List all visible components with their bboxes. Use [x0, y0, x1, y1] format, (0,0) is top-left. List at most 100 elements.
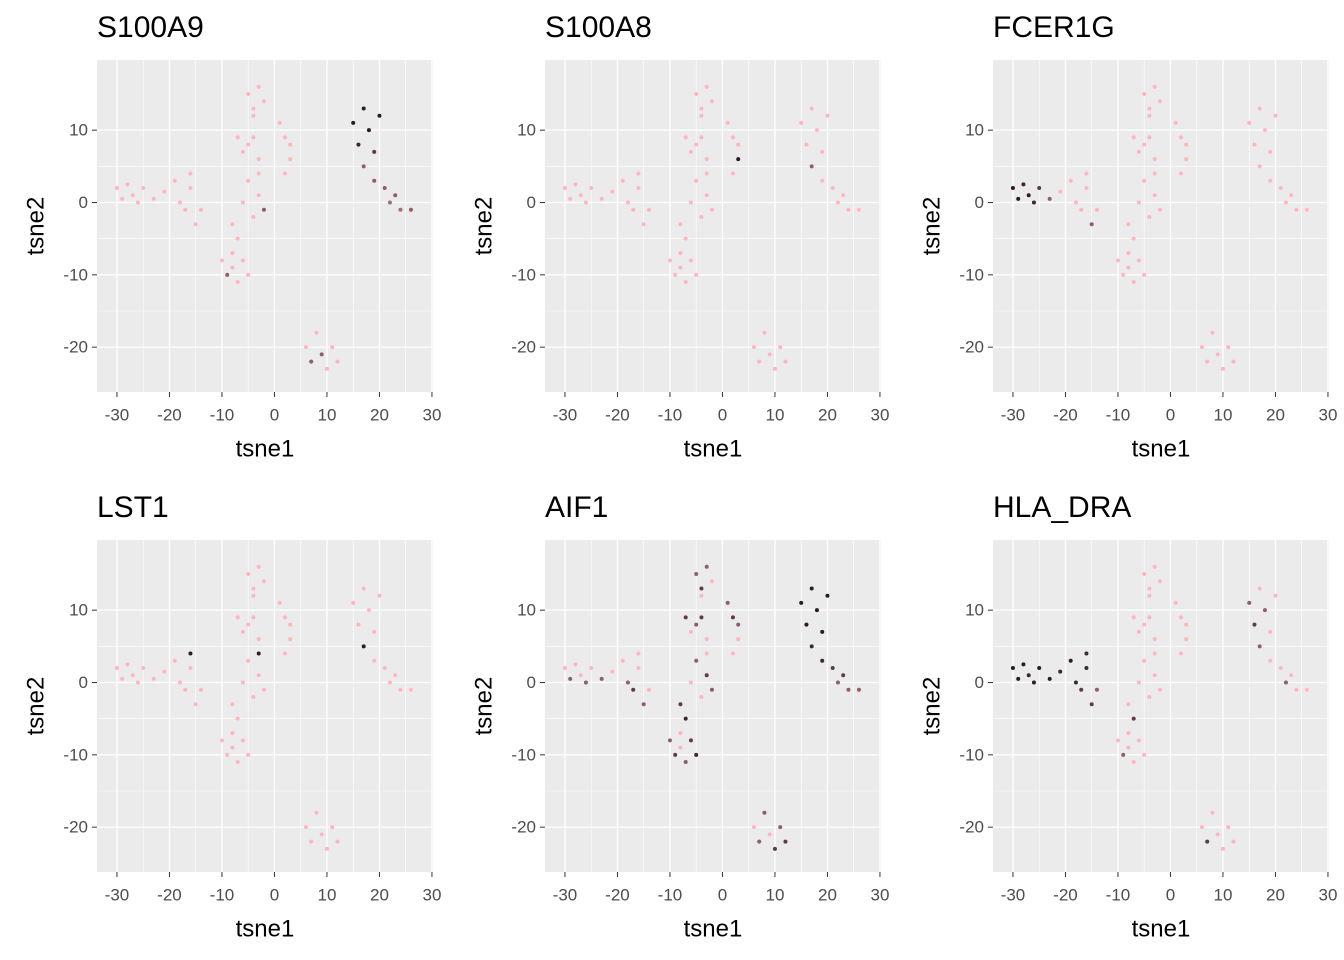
- point: [1173, 120, 1178, 125]
- y-tick-label: 0: [527, 673, 536, 692]
- point: [288, 622, 293, 627]
- point: [356, 142, 361, 147]
- point: [1289, 193, 1294, 198]
- point: [683, 236, 688, 241]
- point: [1147, 214, 1152, 219]
- point: [1016, 196, 1021, 201]
- point: [1026, 193, 1031, 198]
- point: [820, 178, 825, 183]
- point: [398, 687, 403, 692]
- point: [151, 196, 156, 201]
- point: [704, 637, 709, 642]
- point: [636, 186, 641, 191]
- y-axis-label: tsne2: [918, 677, 945, 736]
- point: [366, 608, 371, 613]
- x-axis-label: tsne1: [684, 915, 743, 942]
- y-tick-label: -10: [959, 745, 984, 764]
- point: [1273, 593, 1278, 598]
- point: [1026, 673, 1031, 678]
- point: [261, 687, 266, 692]
- point: [177, 680, 182, 685]
- x-tick-label: -30: [1001, 405, 1026, 424]
- point: [251, 135, 256, 140]
- point: [699, 586, 704, 591]
- point: [1021, 182, 1026, 187]
- point: [172, 178, 177, 183]
- point: [1178, 135, 1183, 140]
- x-axis-label: tsne1: [236, 435, 295, 462]
- point: [1262, 608, 1267, 613]
- point: [825, 593, 830, 598]
- point: [230, 731, 235, 736]
- point: [235, 236, 240, 241]
- point: [804, 142, 809, 147]
- point: [1178, 651, 1183, 656]
- point: [114, 186, 119, 191]
- x-tick-label: 0: [270, 885, 279, 904]
- plot-background: [993, 540, 1329, 872]
- chart-title: LST1: [97, 491, 169, 524]
- point: [610, 669, 615, 674]
- point: [120, 196, 125, 201]
- point: [667, 258, 672, 263]
- point: [1126, 251, 1131, 256]
- point: [1068, 178, 1073, 183]
- y-tick-label: -20: [63, 818, 88, 837]
- point: [141, 666, 146, 671]
- point: [1147, 615, 1152, 620]
- x-tick-label: 20: [1266, 885, 1285, 904]
- point: [1094, 207, 1099, 212]
- point: [736, 622, 741, 627]
- point: [130, 193, 135, 198]
- point: [1247, 120, 1252, 125]
- point: [751, 345, 756, 350]
- point: [240, 680, 245, 685]
- y-tick-label: -10: [63, 265, 88, 284]
- x-tick-label: -20: [157, 885, 182, 904]
- point: [809, 106, 814, 111]
- x-tick-label: -10: [1106, 885, 1131, 904]
- point: [1268, 658, 1273, 663]
- point: [1136, 200, 1141, 205]
- point: [1152, 564, 1157, 569]
- point: [382, 186, 387, 191]
- point: [1205, 359, 1210, 364]
- point: [646, 207, 651, 212]
- point: [246, 91, 251, 96]
- point: [330, 345, 335, 350]
- point: [1210, 810, 1215, 815]
- point: [799, 600, 804, 605]
- point: [256, 157, 261, 162]
- point: [673, 272, 678, 277]
- chart-title: HLA_DRA: [993, 491, 1131, 524]
- point: [835, 680, 840, 685]
- point: [1220, 846, 1225, 851]
- point: [1142, 142, 1147, 147]
- x-axis-label: tsne1: [1132, 435, 1191, 462]
- point: [1142, 91, 1147, 96]
- chart-title: S100A9: [97, 11, 204, 44]
- point: [193, 222, 198, 227]
- point: [1152, 84, 1157, 89]
- point: [820, 658, 825, 663]
- point: [1215, 352, 1220, 357]
- point: [135, 200, 140, 205]
- point: [246, 272, 251, 277]
- point: [1115, 738, 1120, 743]
- point: [1247, 600, 1252, 605]
- point: [246, 571, 251, 576]
- point: [610, 189, 615, 194]
- point: [678, 731, 683, 736]
- x-tick-label: 10: [765, 885, 784, 904]
- point: [688, 258, 693, 263]
- point: [361, 644, 366, 649]
- point: [324, 846, 329, 851]
- point: [1157, 99, 1162, 104]
- point: [667, 738, 672, 743]
- point: [183, 687, 188, 692]
- point: [125, 662, 130, 667]
- point: [704, 651, 709, 656]
- point: [1210, 330, 1215, 335]
- point: [162, 189, 167, 194]
- point: [288, 637, 293, 642]
